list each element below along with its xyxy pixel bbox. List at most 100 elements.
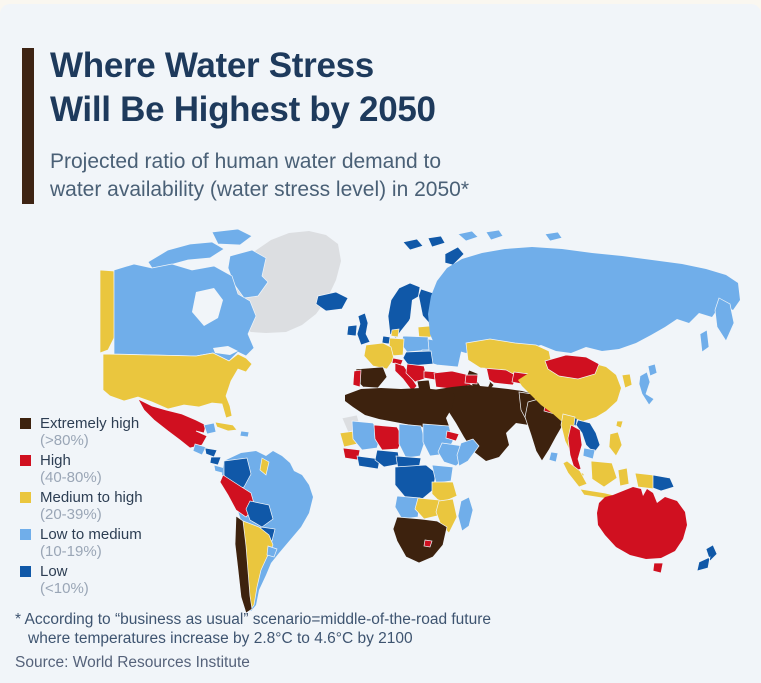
legend-range: (<10%) bbox=[40, 580, 89, 597]
page-subtitle: Projected ratio of human water demand to… bbox=[50, 148, 670, 204]
region-alaska bbox=[99, 269, 116, 354]
region-korea bbox=[621, 373, 633, 389]
region-iceland bbox=[315, 291, 349, 312]
legend-swatch-low-to-medium bbox=[20, 529, 31, 540]
map-russia-arctic bbox=[402, 229, 740, 353]
legend-swatch-medium-to-high bbox=[20, 492, 31, 503]
region-north-africa bbox=[345, 388, 455, 433]
accent-bar bbox=[22, 48, 34, 204]
region-guatemala bbox=[192, 443, 207, 456]
world-map bbox=[99, 228, 740, 614]
region-mali bbox=[351, 420, 382, 451]
region-mexico bbox=[137, 398, 208, 449]
legend-item-extremely-high: Extremely high (>80%) bbox=[20, 415, 200, 449]
map-africa bbox=[339, 388, 480, 564]
region-new-zealand bbox=[696, 544, 718, 572]
region-taiwan bbox=[615, 420, 624, 429]
legend-swatch-low bbox=[20, 566, 31, 577]
region-china bbox=[518, 361, 621, 421]
region-australia bbox=[597, 487, 687, 559]
region-franz-josef bbox=[427, 235, 446, 248]
region-hispaniola bbox=[239, 430, 250, 438]
map-central-asia bbox=[464, 338, 553, 394]
region-denmark bbox=[390, 328, 400, 338]
map-legend: Extremely high (>80%) High (40-80%) Medi… bbox=[20, 415, 200, 600]
region-new-guinea-west bbox=[634, 472, 656, 490]
legend-range: (40-80%) bbox=[40, 469, 102, 486]
region-nicaragua bbox=[209, 456, 222, 466]
region-sumatra bbox=[562, 460, 588, 488]
region-thailand bbox=[567, 424, 583, 472]
region-kenya-uganda bbox=[431, 464, 454, 484]
region-canada-arctic-a bbox=[147, 241, 225, 269]
title-line-2: Will Be Highest by 2050 bbox=[50, 90, 436, 129]
region-russia bbox=[428, 247, 740, 353]
region-zambia bbox=[414, 497, 442, 520]
legend-item-low-to-medium: Low to medium (10-19%) bbox=[20, 526, 200, 560]
region-baltics bbox=[417, 325, 432, 339]
region-drc bbox=[394, 464, 437, 501]
legend-label: Medium to high bbox=[40, 489, 143, 506]
region-chad bbox=[398, 423, 426, 459]
region-uruguay bbox=[266, 545, 278, 558]
region-papua-new-guinea bbox=[652, 474, 675, 492]
map-south-america bbox=[219, 451, 313, 614]
region-philippines bbox=[608, 431, 623, 457]
subtitle-line-2: water availability (water stress level) … bbox=[50, 178, 470, 201]
region-borneo bbox=[590, 460, 618, 488]
legend-swatch-extremely-high bbox=[20, 418, 31, 429]
legend-item-high: High (40-80%) bbox=[20, 452, 200, 486]
legend-range: (10-19%) bbox=[40, 543, 102, 560]
region-ireland bbox=[346, 324, 358, 337]
footnote: * According to “business as usual” scena… bbox=[15, 611, 491, 648]
region-sri-lanka bbox=[548, 451, 559, 463]
great-lakes bbox=[213, 346, 238, 355]
region-cuba bbox=[214, 421, 238, 432]
gulf-of-bothnia bbox=[410, 296, 423, 332]
legend-label: High bbox=[40, 452, 71, 469]
region-turkey bbox=[433, 370, 472, 390]
region-peru bbox=[219, 474, 256, 518]
region-chile bbox=[234, 515, 253, 614]
region-japan bbox=[638, 363, 658, 406]
region-sakhalin bbox=[699, 329, 710, 353]
footnote-line-1: * According to “business as usual” scena… bbox=[15, 611, 492, 628]
region-balkans bbox=[405, 363, 428, 383]
source-credit: Source: World Resources Institute bbox=[15, 654, 250, 671]
region-guyana bbox=[259, 457, 270, 476]
footnote-line-2: where temperatures increase by 2.8°C to … bbox=[28, 629, 413, 647]
region-uk bbox=[356, 312, 371, 346]
region-lesotho bbox=[423, 539, 433, 548]
hudson-bay bbox=[192, 288, 223, 326]
map-east-asia bbox=[518, 354, 658, 429]
region-benelux bbox=[381, 335, 391, 345]
legend-range: (>80%) bbox=[40, 432, 89, 449]
region-southern-africa bbox=[392, 516, 448, 564]
infographic-card: Where Water Stress Will Be Highest by 20… bbox=[0, 4, 761, 683]
legend-label: Extremely high bbox=[40, 415, 140, 432]
map-southeast-asia-oceania bbox=[560, 413, 718, 574]
region-mongolia bbox=[544, 354, 600, 380]
region-usa bbox=[102, 352, 253, 419]
region-novaya-zemlya bbox=[444, 246, 465, 266]
legend-item-low: Low (<10%) bbox=[20, 563, 200, 597]
legend-swatch-high bbox=[20, 455, 31, 466]
region-somalia bbox=[456, 438, 480, 467]
region-yucatan bbox=[203, 422, 217, 435]
region-portugal bbox=[352, 369, 362, 388]
legend-item-medium-to-high: Medium to high (20-39%) bbox=[20, 489, 200, 523]
region-poland bbox=[400, 335, 431, 353]
region-central-europe bbox=[402, 350, 434, 367]
subtitle-line-1: Projected ratio of human water demand to bbox=[50, 150, 442, 173]
region-niger bbox=[373, 424, 404, 451]
page-title: Where Water Stress Will Be Highest by 20… bbox=[50, 44, 650, 132]
region-eritrea bbox=[445, 430, 460, 442]
region-tasmania bbox=[652, 562, 664, 574]
legend-label: Low bbox=[40, 563, 68, 580]
region-france bbox=[363, 342, 395, 370]
title-line-1: Where Water Stress bbox=[50, 46, 374, 85]
region-arctic-isles-russia bbox=[457, 229, 563, 242]
legend-range: (20-39%) bbox=[40, 506, 102, 523]
region-nigeria bbox=[374, 449, 401, 468]
region-canada-arctic-b bbox=[211, 228, 253, 246]
